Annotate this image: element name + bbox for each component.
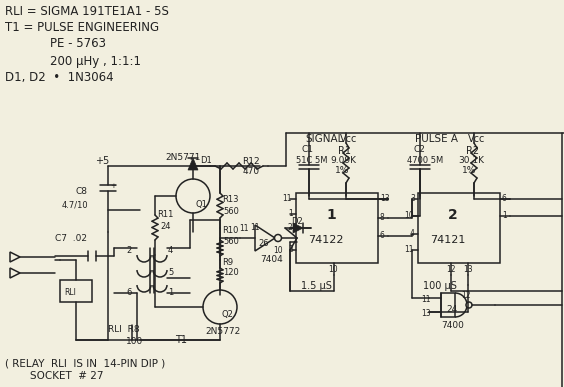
Text: 13: 13: [380, 194, 390, 203]
Text: 100 μS: 100 μS: [423, 281, 457, 291]
Text: Q2: Q2: [222, 310, 234, 320]
Text: R13: R13: [222, 195, 239, 204]
Text: 7400: 7400: [441, 321, 464, 330]
Text: 6: 6: [380, 231, 385, 240]
Text: PE - 5763: PE - 5763: [50, 37, 106, 50]
Text: ( RELAY  RLI  IS IN  14-PIN DIP ): ( RELAY RLI IS IN 14-PIN DIP ): [5, 358, 165, 368]
Circle shape: [466, 302, 472, 308]
Text: 4.7/10: 4.7/10: [62, 200, 89, 209]
Text: 2N5771: 2N5771: [165, 153, 200, 162]
FancyBboxPatch shape: [441, 293, 455, 317]
Text: 12: 12: [461, 291, 470, 300]
Polygon shape: [188, 158, 198, 170]
Text: Vcc: Vcc: [340, 134, 358, 144]
Text: 560: 560: [223, 237, 239, 246]
Text: 11: 11: [250, 223, 259, 232]
Text: 3: 3: [410, 194, 415, 203]
Text: 10: 10: [273, 246, 283, 255]
Text: 74122: 74122: [308, 235, 343, 245]
Text: T1 = PULSE ENGINEERING: T1 = PULSE ENGINEERING: [5, 21, 159, 34]
Text: 100: 100: [126, 337, 143, 346]
Text: D2: D2: [291, 217, 303, 226]
Bar: [418, 193, 500, 263]
Text: 5: 5: [168, 268, 173, 277]
Text: R9: R9: [222, 258, 233, 267]
Text: SOCKET  # 27: SOCKET # 27: [30, 371, 104, 381]
Text: Vcc: Vcc: [468, 134, 486, 144]
Text: 11: 11: [239, 224, 249, 233]
Text: 1: 1: [502, 211, 506, 220]
Text: 2: 2: [448, 208, 458, 222]
Text: T1: T1: [175, 335, 187, 345]
Text: 3: 3: [288, 245, 293, 254]
Text: +: +: [110, 183, 116, 189]
Polygon shape: [255, 225, 275, 251]
Text: D1, D2  •  1N3064: D1, D2 • 1N3064: [5, 71, 113, 84]
Text: 200 μHy , 1:1:1: 200 μHy , 1:1:1: [50, 55, 141, 68]
Text: D1: D1: [200, 156, 212, 165]
Text: R2: R2: [466, 146, 479, 156]
Text: 1: 1: [288, 209, 293, 218]
Bar: [296, 193, 378, 263]
Text: C2: C2: [413, 145, 425, 154]
Text: 8: 8: [380, 213, 385, 222]
Text: 12: 12: [446, 265, 456, 274]
Text: 4: 4: [168, 246, 173, 255]
Text: 24: 24: [160, 222, 170, 231]
Text: RLI  R8: RLI R8: [108, 325, 140, 334]
Text: 1.5 μS: 1.5 μS: [301, 281, 332, 291]
Circle shape: [275, 235, 281, 241]
Text: 4: 4: [410, 229, 415, 238]
Text: 2: 2: [126, 246, 131, 255]
Text: 1%: 1%: [335, 166, 349, 175]
Text: 26: 26: [258, 238, 268, 248]
Text: 24: 24: [446, 305, 457, 313]
Text: SIGNAL: SIGNAL: [305, 134, 343, 144]
Text: 4700 5M: 4700 5M: [407, 156, 443, 165]
Text: 1: 1: [168, 288, 173, 297]
Text: 2: 2: [288, 223, 293, 232]
Text: 11: 11: [404, 245, 413, 254]
Text: 1: 1: [326, 208, 336, 222]
Text: 13: 13: [421, 309, 431, 318]
Text: RLI = SIGMA 191TE1A1 - 5S: RLI = SIGMA 191TE1A1 - 5S: [5, 5, 169, 18]
Text: 470: 470: [243, 167, 260, 176]
Text: 6: 6: [502, 194, 507, 203]
Text: R11: R11: [157, 210, 173, 219]
Text: C1: C1: [302, 145, 314, 154]
Text: 30.1K: 30.1K: [458, 156, 484, 165]
Circle shape: [203, 290, 237, 324]
Bar: [60, 280, 92, 302]
Text: 74121: 74121: [430, 235, 465, 245]
Text: 2N5772: 2N5772: [205, 327, 240, 336]
Text: 1%: 1%: [462, 166, 477, 175]
Text: 6: 6: [126, 288, 131, 297]
Text: C7  .02: C7 .02: [55, 234, 87, 243]
Text: 560: 560: [223, 207, 239, 216]
Text: 51C 5M: 51C 5M: [296, 156, 328, 165]
Text: 7404: 7404: [260, 255, 283, 264]
Circle shape: [176, 179, 210, 213]
Text: R12: R12: [242, 157, 259, 166]
Text: R1: R1: [338, 146, 351, 156]
Polygon shape: [293, 223, 303, 233]
Text: +5: +5: [95, 156, 109, 166]
Text: 11: 11: [282, 194, 292, 203]
Text: 11: 11: [421, 295, 430, 304]
Text: Q1: Q1: [195, 200, 207, 209]
Text: 10: 10: [328, 265, 338, 274]
Text: RLI: RLI: [64, 288, 76, 297]
Text: 10: 10: [404, 211, 413, 220]
Text: 13: 13: [463, 265, 473, 274]
Text: PULSE A: PULSE A: [415, 134, 458, 144]
Text: R10: R10: [222, 226, 239, 235]
Text: 120: 120: [223, 268, 239, 277]
Text: C8: C8: [75, 187, 87, 196]
Text: 9.09K: 9.09K: [330, 156, 356, 165]
